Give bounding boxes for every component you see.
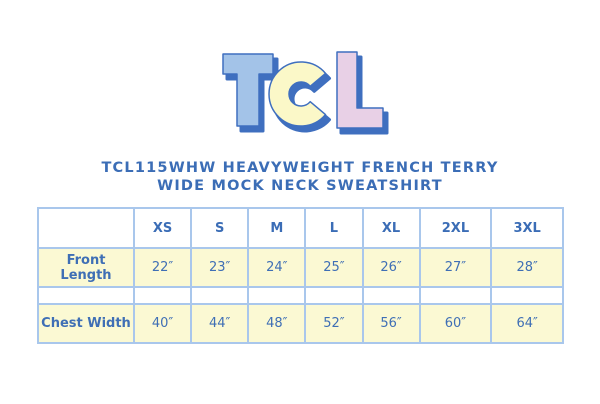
row-label: Chest Width <box>37 303 135 344</box>
logo-letter-t <box>222 53 274 127</box>
size-header-row: XS S M L XL 2XL 3XL <box>37 207 564 249</box>
measurement-cell: 25″ <box>304 247 364 288</box>
measurement-cell: 24″ <box>247 247 307 288</box>
measurement-cell: 40″ <box>132 303 193 344</box>
size-header: XL <box>361 207 421 249</box>
row-label: Front Length <box>37 247 135 288</box>
tcl-logo <box>222 51 389 135</box>
table-row-front-length: Front Length 22″ 23″ 24″ 25″ 26″ 27″ 28″ <box>37 247 564 288</box>
size-header: L <box>304 207 364 249</box>
size-chart-table: XS S M L XL 2XL 3XL Front Length 22″ 23″… <box>37 207 564 344</box>
logo-letter-c <box>268 61 327 127</box>
size-header: S <box>190 207 250 249</box>
measurement-cell: 28″ <box>490 247 564 288</box>
measurement-cell: 60″ <box>418 303 493 344</box>
size-header: M <box>247 207 307 249</box>
size-header: 3XL <box>490 207 564 249</box>
size-header: XS <box>132 207 193 249</box>
product-title-line-2: WIDE MOCK NECK SWEATSHIRT <box>157 178 443 194</box>
measurement-cell: 44″ <box>190 303 250 344</box>
spacer-row <box>37 286 564 305</box>
measurement-cell: 26″ <box>361 247 421 288</box>
measurement-cell: 48″ <box>247 303 307 344</box>
size-header: 2XL <box>418 207 493 249</box>
table-row-chest-width: Chest Width 40″ 44″ 48″ 52″ 56″ 60″ 64″ <box>37 303 564 344</box>
measurement-cell: 52″ <box>304 303 364 344</box>
measurement-cell: 56″ <box>361 303 421 344</box>
empty-header-cell <box>37 207 135 249</box>
measurement-cell: 23″ <box>190 247 250 288</box>
product-title-line-1: TCL115WHW HEAVYWEIGHT FRENCH TERRY <box>101 160 499 176</box>
measurement-cell: 27″ <box>418 247 493 288</box>
measurement-cell: 22″ <box>132 247 193 288</box>
measurement-cell: 64″ <box>490 303 564 344</box>
